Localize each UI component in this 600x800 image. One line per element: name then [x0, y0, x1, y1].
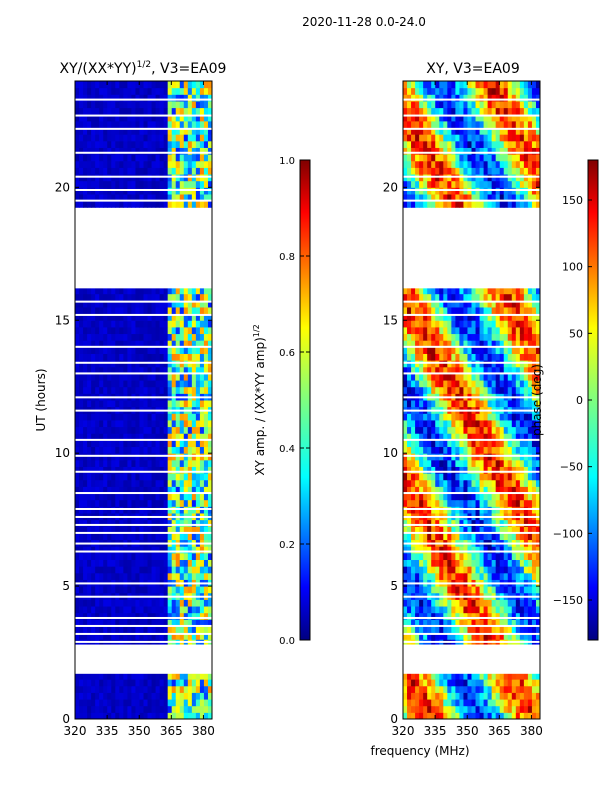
y-tick-label: 5	[390, 579, 398, 593]
y-tick-label: 20	[383, 180, 398, 194]
x-tick-label: 335	[424, 724, 447, 738]
y-tick-label: 0	[390, 712, 398, 726]
colorbar-tick-label: 0.8	[279, 252, 295, 263]
x-tick-label: 365	[160, 724, 183, 738]
phase-colorbar-ticks: 150 100 50 0 −50 −100 −150	[553, 194, 592, 607]
right-plot-frame	[402, 80, 541, 720]
left-plot-frame	[74, 80, 213, 720]
amplitude-colorbar	[299, 159, 311, 641]
y-tick-label: 20	[55, 180, 70, 194]
colorbar-tick-label: 50	[569, 327, 583, 340]
phase-heatmap	[403, 81, 540, 719]
y-tick-label: 10	[55, 446, 70, 460]
right-axis-ticks: 320 335 350 365 380 0 5 10 15 20	[383, 81, 543, 738]
x-tick-label: 380	[192, 724, 215, 738]
colorbar-tick-label: 150	[562, 194, 583, 207]
x-tick-label: 335	[96, 724, 119, 738]
left-y-axis-label: UT (hours)	[34, 368, 48, 431]
left-panel-title: XY/(XX*YY)1/2, V3=EA09	[60, 60, 227, 77]
y-tick-label: 0	[62, 712, 70, 726]
amplitude-colorbar-label: XY amp. / (XX*YY amp)1/2	[252, 324, 267, 475]
x-tick-label: 380	[520, 724, 543, 738]
y-tick-label: 15	[55, 313, 70, 327]
colorbar-tick-label: 1.0	[279, 156, 295, 167]
y-tick-label: 5	[62, 579, 70, 593]
y-tick-label: 15	[383, 313, 398, 327]
amplitude-heatmap	[75, 81, 212, 719]
x-tick-label: 350	[456, 724, 479, 738]
x-tick-label: 320	[64, 724, 87, 738]
right-panel-title: XY, V3=EA09	[426, 61, 520, 77]
colorbar-tick-label: 0.6	[279, 348, 295, 359]
amplitude-colorbar-ticks: 0.0 0.2 0.4 0.6 0.8 1.0	[279, 156, 310, 647]
x-tick-label: 350	[128, 724, 151, 738]
colorbar-tick-label: 0.4	[279, 444, 295, 455]
colorbar-tick-label: −150	[553, 594, 583, 607]
colorbar-tick-label: 0.0	[279, 636, 295, 647]
x-tick-label: 365	[488, 724, 511, 738]
figure-suptitle: 2020-11-28 0.0-24.0	[302, 15, 426, 29]
colorbar-tick-label: 100	[562, 261, 583, 274]
x-tick-label: 320	[392, 724, 415, 738]
x-axis-label: frequency (MHz)	[370, 744, 469, 758]
colorbar-tick-label: −50	[560, 461, 583, 474]
left-axis-ticks: 320 335 350 365 380 0 5 10 15 20	[55, 81, 215, 738]
colorbar-tick-label: 0.2	[279, 540, 295, 551]
phase-colorbar-label: phase (deg)	[530, 364, 544, 436]
y-tick-label: 10	[383, 446, 398, 460]
colorbar-tick-label: 0	[576, 394, 583, 407]
colorbar-tick-label: −100	[553, 527, 583, 540]
